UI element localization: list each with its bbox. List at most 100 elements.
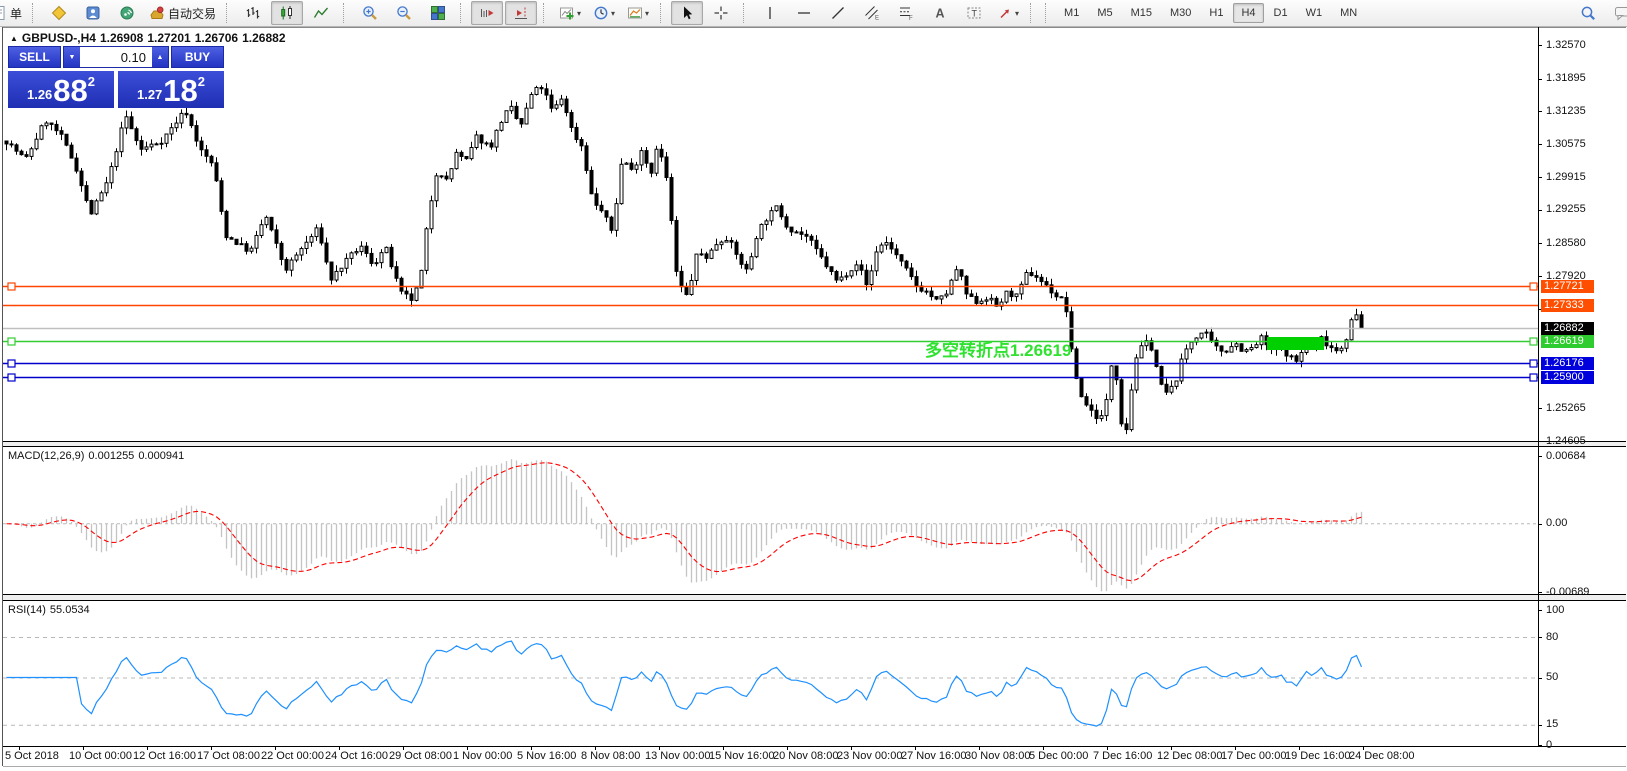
horizontal-lines[interactable]	[3, 282, 1538, 382]
signals-icon	[119, 5, 135, 21]
chevron-down-icon[interactable]: ▾	[645, 8, 650, 18]
hline-handle[interactable]	[1529, 337, 1538, 346]
rsi-indicator-label: RSI(14) 55.0534	[8, 604, 94, 616]
time-axis[interactable]: 5 Oct 2018 10 Oct 00:00 12 Oct 16:00 17 Oct…	[0, 747, 1627, 766]
volume-increase-button[interactable]: ▲	[152, 47, 168, 67]
sell-price-sup: 2	[87, 74, 96, 89]
autotrading-button[interactable]: 自动交易	[145, 1, 220, 25]
hline-handle[interactable]	[7, 359, 16, 368]
arrows-button[interactable]: ▾	[992, 1, 1024, 25]
rsi-line	[6, 640, 1363, 727]
pivot-annotation-text: 多空转折点1.26619	[925, 341, 1072, 360]
chevron-down-icon[interactable]: ▾	[577, 8, 582, 18]
timeframe-M5[interactable]: M5	[1097, 7, 1113, 19]
trendline-button[interactable]	[822, 1, 854, 25]
macd-axis-label: -0.00689	[1546, 585, 1590, 598]
svg-text:A: A	[936, 7, 945, 21]
zoom-out-button[interactable]	[388, 1, 420, 25]
buy-button[interactable]: BUY	[171, 46, 224, 68]
rsi-axis-label: 0	[1546, 738, 1553, 751]
price-axis-label: 1.30575	[1546, 137, 1586, 150]
timeframe-M15[interactable]: M15	[1130, 7, 1152, 19]
chart-shift-icon	[513, 5, 529, 21]
zoom-in-button[interactable]	[354, 1, 386, 25]
timeframe-MN[interactable]: MN	[1340, 7, 1358, 19]
toolbar-separator	[226, 3, 233, 23]
indicators-icon	[559, 5, 575, 21]
line-chart-button[interactable]	[305, 1, 337, 25]
channel-button[interactable]: E	[856, 1, 888, 25]
time-axis-label: 20 Nov 08:00	[773, 750, 839, 762]
price-axis[interactable]: 1.32570 1.31895 1.31235 1.30575 1.29915 1.292…	[1539, 0, 1627, 766]
price-axis-label: 1.29255	[1546, 203, 1586, 216]
horizontal-line-button[interactable]	[788, 1, 820, 25]
text-label-button[interactable]: T	[958, 1, 990, 25]
chat-button[interactable]	[1606, 1, 1627, 25]
signals-button[interactable]	[111, 1, 143, 25]
time-axis-label: 24 Dec 08:00	[1349, 750, 1415, 762]
timeframe-H4[interactable]: H4	[1233, 3, 1264, 23]
macd-signal-line	[6, 462, 1362, 582]
timeframe-D1[interactable]: D1	[1273, 7, 1288, 19]
chevron-down-icon[interactable]: ▾	[611, 8, 616, 18]
buy-price-sup: 2	[197, 74, 206, 89]
buy-price-display[interactable]: 1.27 18 2	[118, 71, 224, 108]
hline-handle[interactable]	[7, 282, 16, 291]
price-axis-label: 1.31895	[1546, 72, 1586, 85]
vertical-line-button[interactable]	[754, 1, 786, 25]
hline-handle[interactable]	[7, 373, 16, 382]
zoom-in-icon	[362, 5, 378, 21]
rsi-axis-label: 80	[1546, 630, 1559, 643]
rsi-axis-label: 50	[1546, 671, 1559, 683]
crosshair-icon	[713, 5, 729, 21]
timeframe-M30[interactable]: M30	[1170, 7, 1192, 19]
bar-chart-button[interactable]	[237, 1, 269, 25]
sell-price-display[interactable]: 1.26 88 2	[8, 71, 114, 108]
volume-decrease-button[interactable]: ▼	[64, 47, 80, 67]
market-button[interactable]	[77, 1, 109, 25]
price-tag-1.26882: 1.26882	[1541, 321, 1594, 335]
toolbar-separator	[743, 3, 750, 23]
hline-handle[interactable]	[7, 337, 16, 346]
new-order-button[interactable]: 单	[0, 1, 26, 25]
auto-scroll-button[interactable]	[471, 1, 504, 25]
template-icon	[627, 5, 643, 21]
zoom-out-icon	[396, 5, 412, 21]
toolbar-separator	[543, 3, 550, 23]
green-zone-rectangle[interactable]	[1267, 337, 1324, 350]
search-button[interactable]	[1572, 1, 1604, 25]
symbol-period: GBPUSD-,H4	[21, 31, 96, 45]
tile-windows-button[interactable]	[422, 1, 454, 25]
new-order-icon	[0, 5, 7, 21]
hline-handle[interactable]	[1529, 282, 1538, 291]
chart-shift-button[interactable]	[505, 1, 538, 25]
new-order-button-label: 单	[10, 6, 23, 21]
hline-handle[interactable]	[1529, 359, 1538, 368]
time-axis-label: 12 Oct 16:00	[133, 750, 196, 762]
sell-button[interactable]: SELL	[8, 46, 61, 68]
fibonacci-button[interactable]: F	[890, 1, 922, 25]
hline-handle[interactable]	[1529, 373, 1538, 382]
toolbar-separator	[343, 3, 350, 23]
autotrading-icon	[149, 5, 165, 21]
volume-input[interactable]	[80, 47, 152, 67]
timeframe-M1[interactable]: M1	[1064, 7, 1080, 19]
cursor-button[interactable]	[671, 1, 704, 25]
metaeditor-button[interactable]	[43, 1, 75, 25]
toolbar-separator	[660, 3, 667, 23]
time-axis-label: 8 Nov 08:00	[581, 750, 641, 762]
toolbar-separator	[460, 3, 467, 23]
indicators-button[interactable]: ▾	[554, 1, 586, 25]
timeframe-W1[interactable]: W1	[1305, 7, 1323, 19]
search-icon	[1580, 5, 1596, 21]
text-button[interactable]: A	[924, 1, 956, 25]
periods-button[interactable]: ▾	[588, 1, 620, 25]
ohlc-close: 1.26882	[242, 31, 286, 45]
chevron-down-icon[interactable]: ▾	[1015, 8, 1020, 18]
crosshair-button[interactable]	[705, 1, 737, 25]
price-tag-1.25900: 1.25900	[1541, 370, 1594, 384]
templates-button[interactable]: ▾	[622, 1, 654, 25]
timeframe-H1[interactable]: H1	[1209, 7, 1224, 19]
candlestick-chart-button[interactable]	[271, 1, 304, 25]
